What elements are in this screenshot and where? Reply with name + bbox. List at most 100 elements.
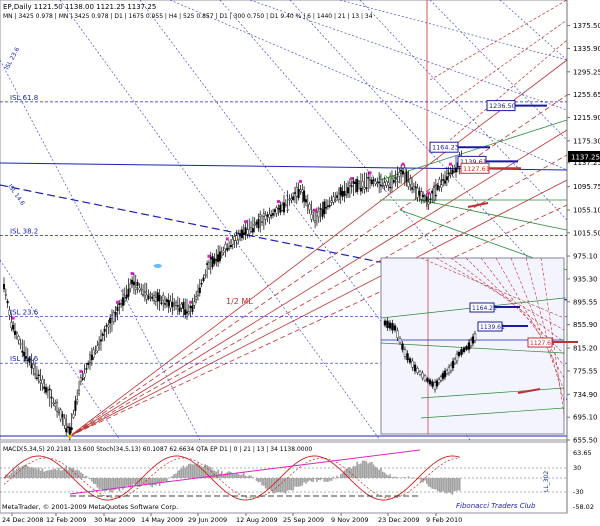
candle-body (379, 184, 382, 187)
candle-body (149, 293, 152, 296)
candle-body (185, 311, 188, 314)
inset-candle-body (391, 323, 394, 331)
inset-candle-body (413, 364, 417, 372)
candle-body (270, 214, 273, 217)
candle-body (154, 296, 157, 302)
candle-body (34, 373, 37, 376)
y-tick-label: 655.50 (573, 437, 598, 445)
fan-upper (429, 0, 568, 81)
candle-body (120, 303, 123, 306)
candle-body (184, 309, 187, 315)
candle-body (63, 418, 66, 426)
x-tick-label: 14 May 2009 (141, 516, 183, 524)
candle-body (118, 303, 121, 306)
inset-candle-body (433, 382, 437, 390)
candle-body (17, 336, 20, 341)
y-tick-label: 855.90 (573, 321, 598, 329)
candle-body (376, 182, 379, 185)
candle-body (229, 245, 232, 247)
candle-body (279, 204, 282, 213)
fib-label: ISL 38.2 (10, 227, 38, 235)
candle-body (228, 246, 231, 249)
candle-body (78, 389, 81, 394)
candle-body (416, 188, 419, 198)
candle-body (356, 178, 359, 192)
candle-body (37, 374, 40, 377)
inset-target-label: 1127.61 (530, 340, 555, 347)
candle-body (114, 312, 117, 316)
candle-body (370, 179, 373, 185)
candle-body (350, 185, 353, 187)
candle-body (76, 399, 79, 403)
grid-diagonal (0, 259, 121, 441)
candle-body (169, 300, 172, 309)
candle-body (140, 288, 143, 291)
inset-candle-body (471, 336, 475, 344)
candle-body (306, 205, 309, 208)
candle-body (372, 179, 375, 181)
green-line (379, 119, 568, 181)
candle-body (90, 354, 93, 361)
inset-candle-body (421, 372, 424, 379)
candle-body (193, 301, 196, 306)
candle-body (314, 220, 317, 223)
fan-upper (439, 19, 568, 111)
candle-body (447, 172, 450, 175)
candle-body (233, 236, 236, 241)
chart-header-line1: EP,Daily 1121.50 1138.00 1121.25 1137.25 (3, 3, 156, 11)
y-tick-label: 1255.65 (573, 91, 600, 99)
candle-body (253, 224, 256, 226)
candle-body (85, 368, 88, 370)
low-marker (67, 434, 72, 438)
candle-body (215, 259, 218, 261)
inset-target-label: 1139.61 (480, 324, 505, 331)
candle-body (30, 364, 33, 369)
candle-body (365, 187, 368, 189)
candle-body (272, 213, 275, 216)
candle-body (231, 238, 234, 245)
candle-body (213, 258, 216, 264)
candle-body (440, 184, 443, 188)
candle-body (299, 189, 302, 192)
candle-body (343, 190, 346, 196)
fan-line (69, 129, 568, 437)
candle-body (451, 169, 454, 174)
candle-body (266, 214, 269, 217)
candle-body (173, 303, 176, 306)
candle-body (211, 256, 214, 268)
candle-body (273, 209, 276, 212)
candle-body (403, 167, 406, 174)
candle-body (52, 402, 55, 405)
candle-body (387, 182, 390, 186)
candle-body (19, 343, 22, 345)
x-tick-label: 12 Aug 2009 (236, 516, 278, 524)
candle-body (378, 181, 381, 184)
pivot-marker (277, 200, 280, 204)
y-tick-label: 895.55 (573, 298, 598, 306)
candle-body (337, 193, 340, 200)
grid-diagonal (429, 0, 568, 141)
candle-body (264, 215, 267, 220)
candle-body (286, 209, 289, 211)
candle-body (262, 213, 265, 217)
candle-body (101, 333, 104, 336)
candle-body (21, 350, 24, 353)
candle-body (308, 204, 311, 210)
candle-body (363, 187, 366, 190)
pivot-marker (368, 171, 372, 175)
inset-fan (465, 257, 565, 355)
candle-body (383, 182, 386, 187)
candle-body (136, 282, 139, 286)
candle-body (165, 299, 168, 302)
candle-body (198, 287, 201, 294)
candle-body (341, 191, 344, 197)
candle-body (442, 179, 445, 181)
candle-body (83, 373, 86, 378)
green-line (419, 199, 568, 231)
candle-body (196, 291, 199, 296)
candle-body (394, 176, 397, 180)
inset-candle-body (451, 360, 455, 369)
indicator-panel: 63.65 30 -30 -58.02 (0, 449, 594, 511)
candle-body (277, 208, 280, 210)
indicator-plot-area (0, 441, 568, 514)
